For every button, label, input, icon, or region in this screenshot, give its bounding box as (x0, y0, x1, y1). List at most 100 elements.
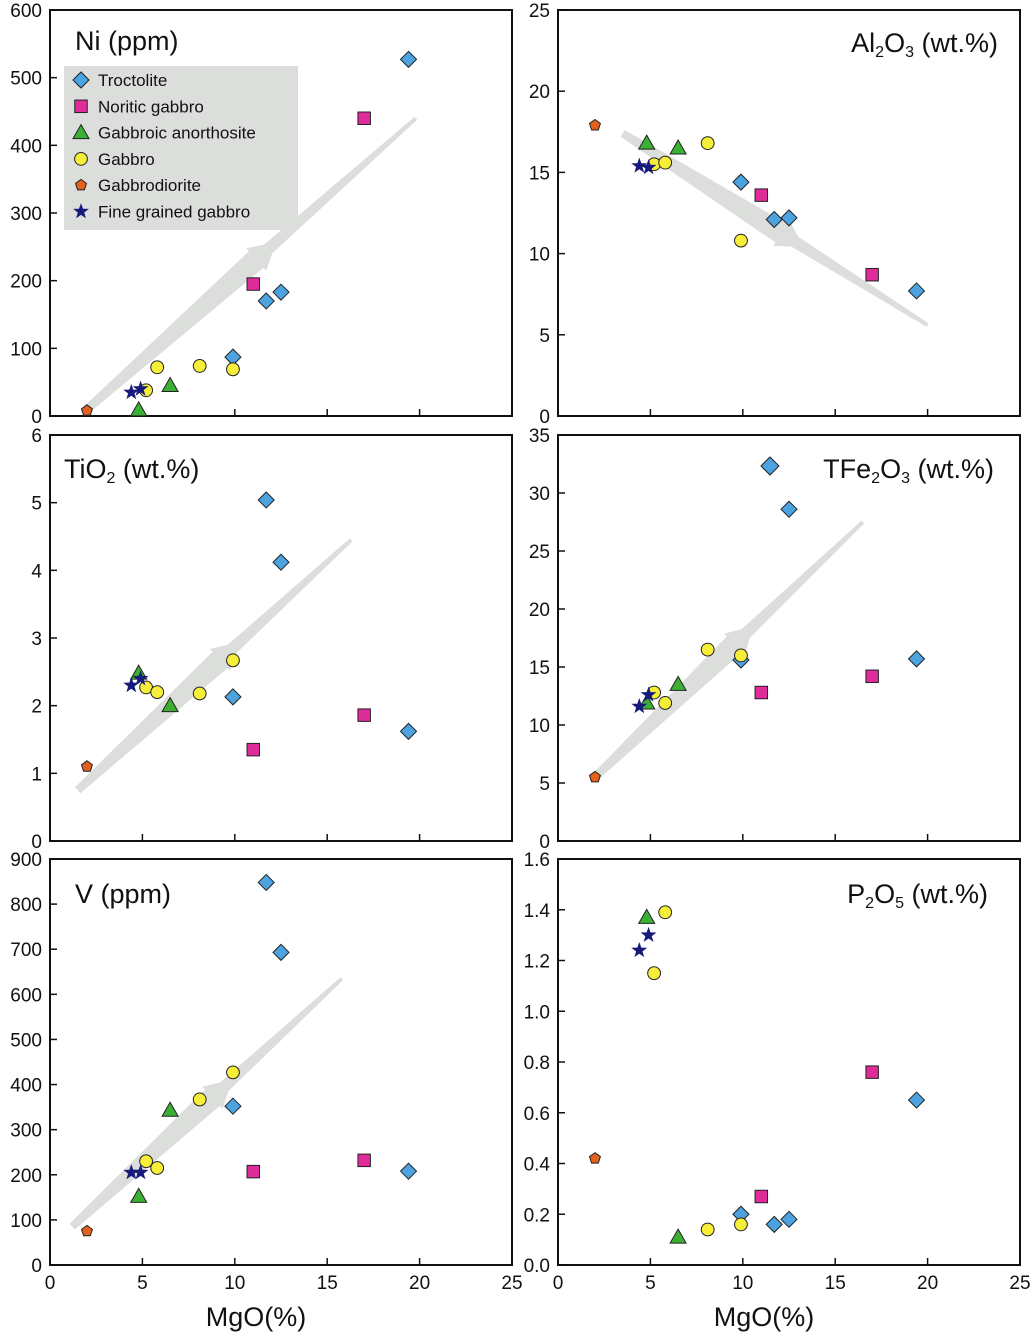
al2o3-point-troctolite (907, 282, 926, 300)
legend-label-gabbro: Gabbro (98, 150, 155, 169)
p2o5-point-noritic (754, 1189, 769, 1204)
tfe2o3-point-noritic (865, 669, 879, 684)
tio2-point-gabbro (150, 685, 165, 700)
tfe2o3-legend-marker (760, 456, 780, 476)
legend-marker-anorthosite (72, 123, 90, 140)
tio2-ytick-label: 1 (31, 764, 42, 785)
tfe2o3-ytick-label: 15 (529, 658, 550, 679)
al2o3-ytick-label: 0 (539, 407, 550, 428)
tio2-point-gabbro (226, 653, 240, 668)
al2o3-trend-arrow (620, 130, 929, 327)
tio2-trend-arrow (75, 538, 353, 794)
v-point-gabbro (226, 1065, 240, 1080)
tfe2o3-ytick-label: 20 (529, 600, 550, 621)
v-point-troctolite (224, 1097, 242, 1115)
tfe2o3-trend-arrow (592, 520, 865, 781)
p2o5-xtick-label: 20 (917, 1273, 938, 1294)
p2o5-xtick-label: 5 (645, 1273, 656, 1294)
tfe2o3-ytick-label: 10 (529, 716, 550, 737)
tfe2o3-plot-frame (557, 434, 1021, 842)
ni-point-troctolite (257, 292, 275, 310)
al2o3-point-fine (631, 157, 648, 173)
p2o5-ytick-label: 1.0 (524, 1002, 550, 1023)
tio2-point-troctolite (257, 491, 275, 509)
tio2-point-diorite (80, 760, 93, 772)
tio2-point-troctolite (224, 688, 242, 706)
al2o3-point-noritic (865, 267, 879, 282)
legend-marker-troctolite (72, 71, 90, 89)
tfe2o3-title: TFe2O3 (wt.%) (823, 454, 994, 487)
al2o3-ytick-label: 20 (529, 82, 550, 103)
tfe2o3-ytick-label: 25 (529, 542, 550, 563)
p2o5-point-anorthosite (637, 908, 656, 924)
v-point-fine (132, 1164, 149, 1180)
al2o3-ytick-label: 15 (529, 163, 550, 184)
ni-ytick-label: 300 (10, 204, 42, 225)
tio2-point-fine (123, 677, 140, 693)
tfe2o3-point-gabbro (700, 642, 715, 657)
v-ytick-label: 600 (10, 985, 42, 1006)
tfe2o3-point-troctolite (907, 650, 926, 668)
v-point-noritic (357, 1153, 371, 1168)
p2o5-ytick-label: 0.4 (524, 1155, 551, 1176)
v-ytick-label: 800 (10, 895, 42, 916)
ni-panel: 0 100 200 300 400 500 600 Ni (ppm) (10, 1, 513, 428)
legend-marker-fine (73, 203, 89, 219)
v-ytick-label: 200 (10, 1166, 42, 1187)
tfe2o3-panel: 0 5 10 15 20 25 30 35 TFe2O3 (wt.%) (529, 426, 1021, 853)
legend-label-diorite: Gabbrodiorite (98, 176, 201, 195)
al2o3-ytick-label: 25 (529, 1, 550, 22)
tfe2o3-point-diorite (588, 770, 601, 783)
v-ytick-label: 400 (10, 1076, 42, 1097)
p2o5-plot-frame (557, 858, 1021, 1266)
p2o5-panel: 0.0 0.2 0.4 0.6 0.8 1.0 1.2 1.4 1.6 0 5 10 15 20 25 MgO… (524, 850, 1031, 1332)
tio2-ytick-label: 5 (31, 494, 42, 515)
v-ytick-label: 500 (10, 1030, 42, 1051)
tfe2o3-point-noritic (754, 685, 769, 700)
p2o5-point-gabbro (658, 905, 673, 920)
p2o5-xtick-label: 15 (825, 1273, 846, 1294)
p2o5-ytick-label: 1.6 (524, 850, 550, 871)
p2o5-point-troctolite (765, 1215, 783, 1234)
p2o5-title: P2O5 (wt.%) (847, 879, 988, 912)
tio2-point-troctolite (399, 722, 418, 741)
al2o3-ytick-label: 10 (529, 245, 550, 266)
ni-point-noritic (357, 111, 371, 126)
legend-box (64, 66, 298, 230)
ni-ytick-label: 400 (10, 136, 42, 157)
ni-point-anorthosite (161, 376, 179, 393)
tio2-point-fine (132, 670, 149, 686)
ni-point-noritic (246, 277, 261, 291)
ni-ytick-label: 0 (31, 407, 42, 428)
tfe2o3-point-troctolite (780, 500, 798, 518)
ni-title: Ni (ppm) (75, 26, 179, 56)
tio2-title: TiO2 (wt.%) (64, 454, 199, 487)
legend-marker-noritic (74, 99, 88, 114)
ni-point-troctolite (272, 283, 290, 301)
tio2-ytick-label: 0 (31, 832, 42, 853)
tfe2o3-ytick-label: 0 (539, 832, 550, 853)
v-point-gabbro (150, 1161, 165, 1175)
tio2-point-noritic (357, 708, 371, 722)
p2o5-ytick-label: 0.6 (524, 1104, 550, 1125)
v-point-gabbro (192, 1092, 207, 1107)
v-xtick-label: 20 (409, 1273, 430, 1294)
ni-ytick-label: 200 (10, 272, 42, 293)
al2o3-panel: 0 5 10 15 20 25 Al2O3 (wt.%) (529, 1, 1021, 428)
tfe2o3-point-gabbro (734, 648, 748, 663)
v-point-anorthosite (161, 1101, 179, 1117)
tfe2o3-point-anorthosite (669, 675, 687, 691)
p2o5-xtick-label: 0 (553, 1273, 564, 1294)
ni-point-gabbro (150, 360, 165, 375)
v-xtick-label: 0 (45, 1273, 56, 1294)
legend-label-anorthosite: Gabbroic anorthosite (98, 124, 256, 143)
al2o3-point-gabbro (658, 155, 673, 170)
p2o5-point-anorthosite (669, 1228, 687, 1244)
v-xtick-label: 10 (224, 1273, 245, 1294)
al2o3-point-troctolite (765, 210, 783, 229)
v-ytick-label: 300 (10, 1121, 42, 1142)
p2o5-ytick-label: 0.0 (524, 1256, 550, 1277)
p2o5-point-noritic (865, 1065, 879, 1079)
tio2-ytick-label: 3 (31, 629, 42, 650)
